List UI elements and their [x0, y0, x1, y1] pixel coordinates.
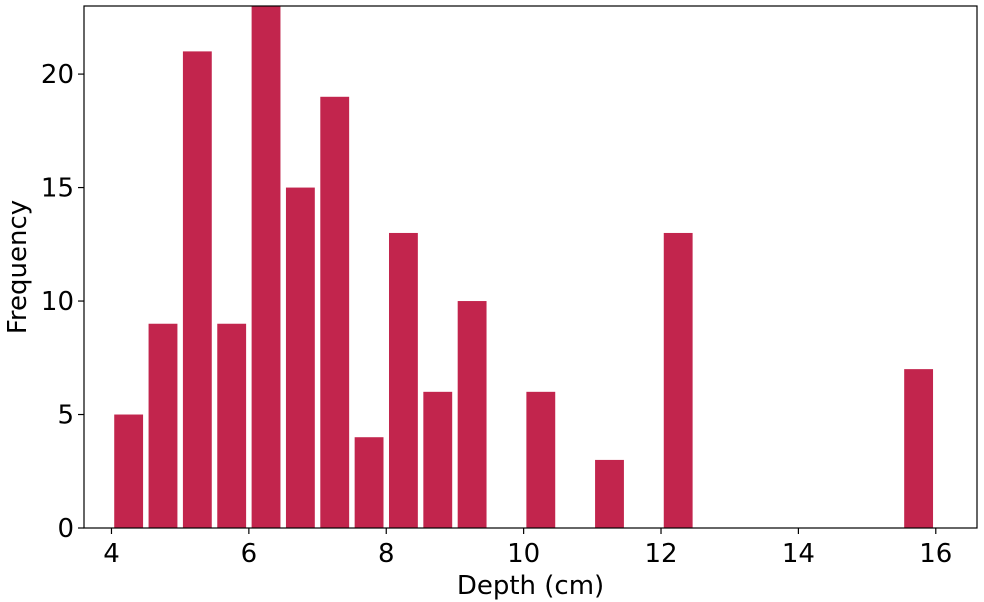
bar-12: [595, 459, 624, 528]
y-axis-label: Frequency: [3, 200, 33, 334]
bar-5: [285, 187, 315, 528]
bar-8: [388, 232, 418, 528]
x-tick-label: 4: [103, 539, 120, 569]
x-tick-label: 6: [241, 539, 258, 569]
x-tick-label: 12: [644, 539, 677, 569]
y-tick-label: 0: [57, 514, 74, 544]
bar-14: [904, 369, 934, 528]
bars-layer: [114, 6, 934, 529]
y-tick-label: 5: [57, 401, 74, 431]
bar-1: [148, 323, 178, 528]
bar-9: [423, 391, 453, 528]
bar-7: [354, 437, 384, 528]
bar-10: [457, 301, 487, 528]
bar-2: [182, 51, 212, 529]
x-tick-label: 8: [378, 539, 395, 569]
bar-11: [526, 391, 556, 528]
bar-6: [320, 96, 350, 529]
plot-frame: [83, 5, 978, 529]
bar-0: [114, 414, 144, 528]
y-tick-label: 10: [41, 287, 74, 317]
bar-13: [663, 232, 693, 528]
y-tick-label: 15: [41, 174, 74, 204]
bar-3: [217, 323, 247, 528]
x-tick-label: 10: [507, 539, 540, 569]
y-tick-label: 20: [41, 60, 74, 90]
x-axis-ticks: 4 6 8 10 12 14 16: [103, 528, 952, 569]
x-tick-label: 14: [782, 539, 815, 569]
x-axis-label: Depth (cm): [457, 571, 604, 601]
bar-4: [251, 6, 281, 528]
x-tick-label: 16: [919, 539, 952, 569]
y-axis-ticks: 0 5 10 15 20: [41, 60, 84, 544]
